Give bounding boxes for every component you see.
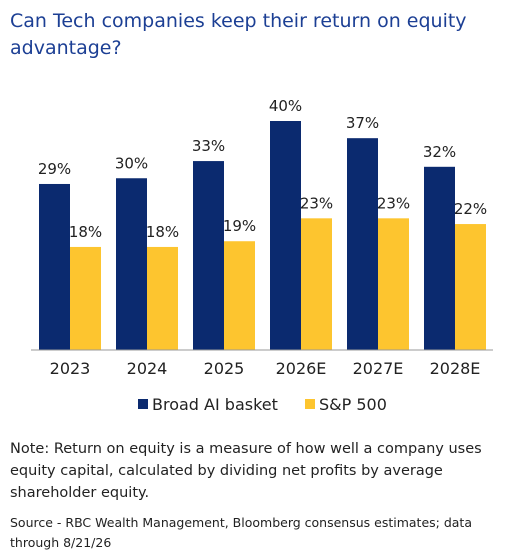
legend-swatch: [305, 399, 315, 409]
bar: [39, 183, 70, 350]
x-tick-label: 2027E: [353, 359, 404, 378]
bar: [116, 178, 147, 350]
legend-swatch: [138, 399, 148, 409]
data-label: 30%: [115, 154, 148, 172]
data-label: 23%: [377, 194, 410, 212]
bar: [301, 218, 332, 350]
x-tick-label: 2023: [50, 359, 91, 378]
bar: [347, 138, 378, 350]
data-label: 23%: [300, 194, 333, 212]
legend-label: Broad AI basket: [152, 395, 278, 414]
x-tick-label: 2025: [204, 359, 245, 378]
data-label: 18%: [146, 223, 179, 241]
bar: [193, 161, 224, 350]
data-label: 32%: [423, 143, 456, 161]
bar: [424, 166, 455, 350]
data-label: 29%: [38, 160, 71, 178]
data-label: 40%: [269, 97, 302, 115]
bar: [147, 246, 178, 350]
data-label: 22%: [454, 200, 487, 218]
note: Note: Return on equity is a measure of h…: [10, 441, 482, 501]
source: Source - RBC Wealth Management, Bloomber…: [10, 515, 472, 550]
bar: [378, 218, 409, 350]
chart-title: Can Tech companies keep their return on …: [10, 10, 467, 59]
legend-label: S&P 500: [319, 395, 387, 414]
x-tick-label: 2026E: [276, 359, 327, 378]
data-label: 37%: [346, 114, 379, 132]
x-tick-label: 2028E: [430, 359, 481, 378]
chart: 29% 18% 2023 30% 18% 2024 33% 19% 2025 40% 23% 2026…: [31, 97, 493, 414]
bar: [455, 224, 486, 350]
data-label: 19%: [223, 217, 256, 235]
data-label: 18%: [69, 223, 102, 241]
data-label: 33%: [192, 137, 225, 155]
bar: [270, 121, 301, 350]
x-tick-label: 2024: [127, 359, 168, 378]
bar: [70, 246, 101, 350]
bar: [224, 241, 255, 350]
